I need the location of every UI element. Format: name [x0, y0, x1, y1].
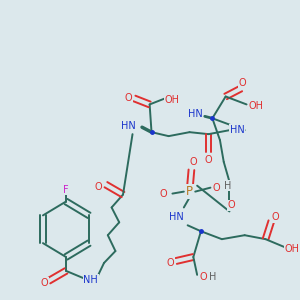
Text: OH: OH	[165, 95, 180, 106]
Text: O: O	[190, 157, 197, 167]
Text: O: O	[167, 258, 174, 268]
Text: O: O	[199, 272, 207, 282]
Text: O: O	[239, 78, 247, 88]
Text: OH: OH	[249, 101, 264, 111]
Text: O: O	[227, 200, 235, 211]
Text: O: O	[40, 278, 48, 288]
Text: O: O	[205, 155, 212, 165]
Text: H: H	[209, 272, 216, 282]
Text: O: O	[94, 182, 102, 192]
Text: HN: HN	[121, 121, 136, 131]
Text: O: O	[271, 212, 279, 222]
Text: H: H	[224, 181, 231, 191]
Text: HN: HN	[230, 125, 244, 135]
Text: O: O	[212, 183, 220, 193]
Text: HN: HN	[169, 212, 184, 222]
Text: OH: OH	[285, 244, 300, 254]
Text: P: P	[186, 185, 193, 198]
Text: HN: HN	[188, 109, 203, 119]
Text: O: O	[159, 189, 167, 199]
Text: F: F	[63, 184, 69, 195]
Text: O: O	[125, 94, 133, 103]
Text: NH: NH	[83, 275, 98, 285]
